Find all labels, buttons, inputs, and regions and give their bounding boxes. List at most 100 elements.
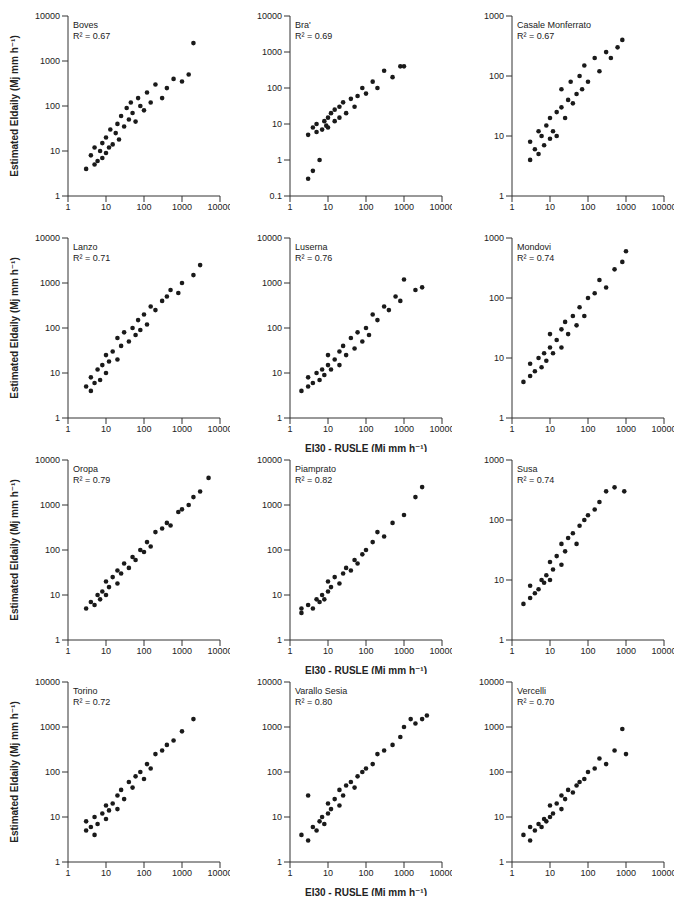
svg-text:1: 1 — [287, 646, 292, 656]
svg-text:10000: 10000 — [651, 646, 674, 656]
svg-text:1: 1 — [499, 635, 504, 645]
svg-text:10000: 10000 — [257, 677, 282, 687]
svg-text:10: 10 — [101, 646, 111, 656]
svg-text:10: 10 — [272, 812, 282, 822]
svg-text:10: 10 — [323, 646, 333, 656]
svg-text:10000: 10000 — [35, 11, 60, 21]
svg-text:1000: 1000 — [262, 722, 282, 732]
svg-text:100: 100 — [45, 545, 60, 555]
svg-text:100: 100 — [358, 424, 373, 434]
svg-text:1000: 1000 — [262, 47, 282, 57]
svg-text:10: 10 — [545, 202, 555, 212]
svg-text:1: 1 — [277, 857, 282, 867]
svg-text:10: 10 — [272, 368, 282, 378]
svg-text:10000: 10000 — [651, 868, 674, 878]
svg-text:1000: 1000 — [616, 646, 636, 656]
svg-text:1000: 1000 — [40, 722, 60, 732]
svg-text:10000: 10000 — [207, 868, 230, 878]
svg-text:100: 100 — [136, 424, 151, 434]
svg-text:10000: 10000 — [651, 202, 674, 212]
svg-text:1000: 1000 — [40, 500, 60, 510]
svg-text:10000: 10000 — [257, 233, 282, 243]
svg-text:1: 1 — [65, 424, 70, 434]
svg-text:1000: 1000 — [616, 424, 636, 434]
svg-text:10000: 10000 — [429, 202, 452, 212]
svg-text:10: 10 — [494, 353, 504, 363]
svg-text:1: 1 — [277, 155, 282, 165]
svg-text:1: 1 — [277, 635, 282, 645]
svg-text:100: 100 — [358, 646, 373, 656]
svg-text:100: 100 — [580, 646, 595, 656]
svg-text:10000: 10000 — [207, 424, 230, 434]
svg-text:1000: 1000 — [394, 868, 414, 878]
svg-text:100: 100 — [489, 293, 504, 303]
svg-text:Estimated EIdaily (Mj mm h⁻¹): Estimated EIdaily (Mj mm h⁻¹) — [9, 701, 20, 842]
svg-text:10: 10 — [494, 812, 504, 822]
svg-text:10: 10 — [50, 590, 60, 600]
svg-text:1000: 1000 — [616, 868, 636, 878]
svg-text:100: 100 — [267, 767, 282, 777]
svg-text:10: 10 — [272, 119, 282, 129]
svg-text:100: 100 — [267, 323, 282, 333]
svg-text:10: 10 — [494, 131, 504, 141]
svg-text:10000: 10000 — [257, 11, 282, 21]
svg-text:1: 1 — [65, 868, 70, 878]
svg-text:1: 1 — [55, 191, 60, 201]
svg-text:1000: 1000 — [172, 646, 192, 656]
svg-text:1000: 1000 — [484, 233, 504, 243]
svg-text:1000: 1000 — [616, 202, 636, 212]
svg-text:10: 10 — [101, 868, 111, 878]
svg-text:1000: 1000 — [484, 455, 504, 465]
svg-text:1000: 1000 — [172, 868, 192, 878]
svg-text:10: 10 — [323, 202, 333, 212]
svg-text:100: 100 — [580, 202, 595, 212]
svg-text:10: 10 — [323, 868, 333, 878]
svg-text:Estimated EIdaily (Mj mm h⁻¹): Estimated EIdaily (Mj mm h⁻¹) — [9, 257, 20, 398]
svg-text:10: 10 — [101, 424, 111, 434]
svg-text:1: 1 — [509, 646, 514, 656]
svg-text:1: 1 — [499, 191, 504, 201]
svg-text:100: 100 — [136, 646, 151, 656]
svg-text:1000: 1000 — [262, 500, 282, 510]
svg-text:Estimated EIdaily (Mj mm h⁻¹): Estimated EIdaily (Mj mm h⁻¹) — [9, 479, 20, 620]
svg-text:1: 1 — [499, 857, 504, 867]
svg-text:10: 10 — [323, 424, 333, 434]
svg-text:EI30 - RUSLE (Mj mm h⁻¹): EI30 - RUSLE (Mj mm h⁻¹) — [305, 443, 427, 452]
svg-text:1: 1 — [277, 413, 282, 423]
svg-text:10: 10 — [50, 812, 60, 822]
svg-text:1: 1 — [55, 857, 60, 867]
svg-text:100: 100 — [45, 767, 60, 777]
svg-text:10000: 10000 — [479, 677, 504, 687]
svg-text:1: 1 — [287, 424, 292, 434]
svg-text:1: 1 — [509, 202, 514, 212]
svg-text:100: 100 — [580, 424, 595, 434]
svg-text:100: 100 — [489, 515, 504, 525]
svg-text:1000: 1000 — [484, 11, 504, 21]
svg-text:10: 10 — [494, 575, 504, 585]
svg-text:10: 10 — [545, 646, 555, 656]
svg-text:1000: 1000 — [40, 56, 60, 66]
svg-text:10000: 10000 — [429, 868, 452, 878]
svg-text:10000: 10000 — [35, 233, 60, 243]
svg-text:1000: 1000 — [40, 278, 60, 288]
svg-text:1: 1 — [287, 868, 292, 878]
svg-text:1: 1 — [55, 413, 60, 423]
svg-text:10000: 10000 — [207, 646, 230, 656]
svg-text:10000: 10000 — [35, 677, 60, 687]
svg-text:1000: 1000 — [172, 202, 192, 212]
svg-text:1000: 1000 — [394, 424, 414, 434]
svg-text:1: 1 — [509, 424, 514, 434]
svg-text:1: 1 — [509, 868, 514, 878]
svg-text:10: 10 — [272, 590, 282, 600]
svg-text:1: 1 — [55, 635, 60, 645]
svg-text:EI30 - RUSLE (Mj mm h⁻¹): EI30 - RUSLE (Mj mm h⁻¹) — [305, 665, 427, 674]
svg-text:10000: 10000 — [429, 424, 452, 434]
svg-text:100: 100 — [489, 71, 504, 81]
svg-text:EI30 - RUSLE (Mj mm h⁻¹): EI30 - RUSLE (Mj mm h⁻¹) — [305, 887, 427, 896]
svg-text:100: 100 — [45, 101, 60, 111]
svg-text:100: 100 — [136, 868, 151, 878]
svg-text:1: 1 — [65, 202, 70, 212]
svg-text:100: 100 — [580, 868, 595, 878]
svg-text:1000: 1000 — [172, 424, 192, 434]
svg-text:1: 1 — [287, 202, 292, 212]
